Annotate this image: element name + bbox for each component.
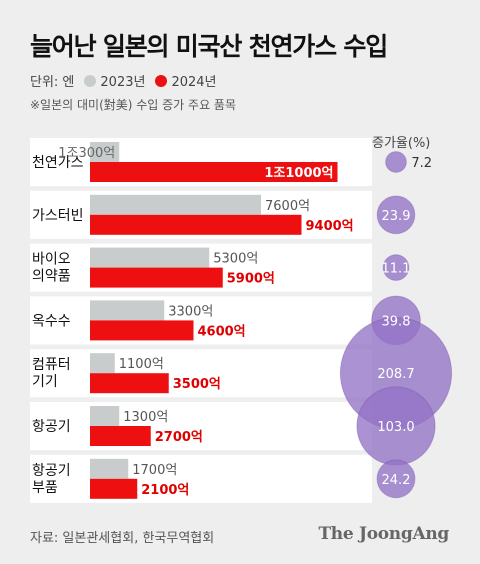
growth-header: 증가율(%) bbox=[372, 136, 431, 151]
legend-swatch-2024 bbox=[155, 74, 168, 87]
value-label-2023: 5300억 bbox=[213, 252, 258, 267]
bar-2024 bbox=[90, 320, 194, 341]
category-label: 항공기 bbox=[32, 463, 71, 479]
category-label: 의약품 bbox=[32, 269, 71, 285]
value-label-2024: 2700억 bbox=[155, 430, 203, 445]
bar-2023 bbox=[90, 247, 210, 268]
category-label: 컴퓨터 bbox=[32, 357, 71, 373]
value-label-2024: 9400억 bbox=[306, 219, 354, 234]
value-label-2023: 1조300억 bbox=[58, 146, 115, 161]
row-bg bbox=[30, 454, 372, 503]
bar-2024 bbox=[90, 214, 302, 235]
value-label-2023: 7600억 bbox=[265, 199, 310, 214]
bar-2023 bbox=[90, 194, 261, 215]
row-bg bbox=[30, 349, 372, 398]
value-label-2024: 2100억 bbox=[141, 483, 189, 498]
growth-bubble bbox=[376, 195, 416, 235]
row-bg bbox=[30, 402, 372, 450]
legend-label-2024: 2024년 bbox=[171, 75, 217, 90]
value-label-2023: 3300억 bbox=[168, 304, 213, 319]
growth-label: 11.1 bbox=[382, 262, 411, 277]
value-label-2024: 1조1000억 bbox=[264, 166, 333, 181]
chart-note: ※일본의 대미(對美) 수입 증가 주요 품목 bbox=[30, 98, 237, 112]
source-note: 자료: 일본관세협회, 한국무역협회 bbox=[30, 531, 215, 546]
publisher-logo: The JoongAng bbox=[318, 524, 449, 544]
value-label-2023: 1700억 bbox=[132, 463, 177, 478]
growth-label: 208.7 bbox=[377, 367, 414, 382]
growth-label: 23.9 bbox=[382, 209, 411, 224]
legend: 단위: 엔 2023년 2024년 bbox=[30, 71, 217, 90]
value-label-2023: 1100억 bbox=[119, 357, 164, 372]
chart-title: 늘어난 일본의 미국산 천연가스 수입 bbox=[30, 32, 388, 61]
bar-2023 bbox=[90, 406, 120, 426]
growth-bubble bbox=[376, 459, 416, 499]
growth-bubbles bbox=[339, 151, 453, 499]
growth-label: 39.8 bbox=[382, 314, 411, 329]
value-label-2024: 5900억 bbox=[227, 272, 275, 287]
category-label: 항공기 bbox=[32, 419, 71, 435]
legend-swatch-2023 bbox=[84, 74, 97, 87]
bar-2024 bbox=[90, 373, 169, 394]
bar-2023 bbox=[90, 458, 129, 479]
legend-label-2023: 2023년 bbox=[100, 75, 146, 90]
category-label: 천연가스 bbox=[32, 155, 84, 171]
category-label: 옥수수 bbox=[32, 313, 71, 329]
value-label-2024: 3500억 bbox=[173, 377, 221, 392]
growth-label: 24.2 bbox=[382, 473, 411, 488]
row-bg bbox=[30, 296, 372, 345]
value-label-2024: 4600억 bbox=[198, 324, 246, 339]
legend-unit: 단위: 엔 bbox=[30, 75, 75, 90]
value-label-2023: 1300억 bbox=[123, 410, 168, 425]
bar-2023 bbox=[90, 300, 165, 321]
bar-2024 bbox=[90, 162, 338, 182]
row-backgrounds bbox=[30, 138, 372, 503]
category-label: 부품 bbox=[32, 480, 58, 496]
growth-label: 7.2 bbox=[411, 156, 432, 171]
category-label: 기기 bbox=[32, 374, 58, 390]
growth-bubble bbox=[382, 254, 410, 281]
bars bbox=[90, 142, 338, 499]
bar-2024 bbox=[90, 426, 151, 446]
bar-2024 bbox=[90, 267, 223, 288]
bar-2024 bbox=[90, 478, 138, 499]
growth-label: 103.0 bbox=[377, 420, 414, 435]
bar-2023 bbox=[90, 142, 120, 162]
growth-bubble bbox=[385, 151, 407, 173]
bar-2023 bbox=[90, 353, 115, 374]
category-label: 가스터빈 bbox=[32, 208, 84, 224]
category-label: 바이오 bbox=[32, 252, 71, 268]
